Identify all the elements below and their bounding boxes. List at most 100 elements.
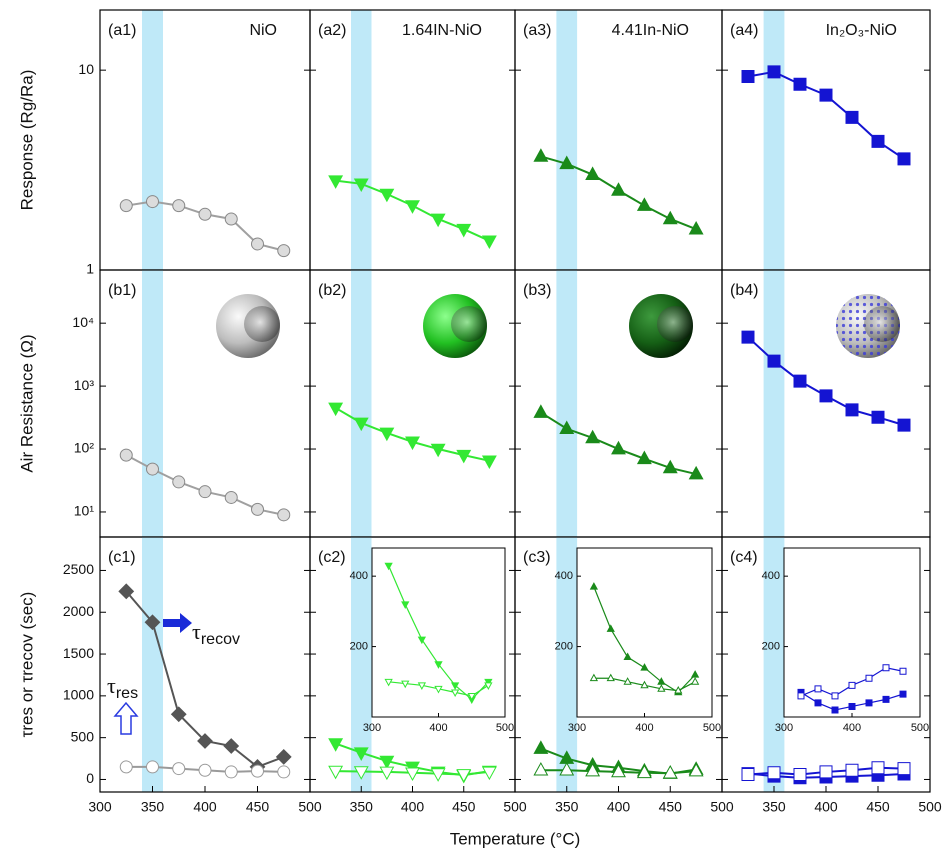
annotation-symbol: τ [107,673,116,698]
panel-label: (b1) [108,282,136,299]
panel-label: (c3) [523,549,551,566]
panel-frame [722,270,930,537]
x-tick-label: 400 [607,799,631,815]
x-tick-label: 450 [659,799,683,815]
point [534,149,547,161]
inset-x-tick-label: 500 [703,722,721,734]
highlight-band [556,270,577,537]
point [147,196,159,208]
y-tick-label: 10² [74,440,95,456]
point [278,766,290,778]
point [173,763,185,775]
point [278,509,290,521]
panel-frame [100,10,310,270]
annotation-sub: recov [201,631,240,648]
y-tick-label: 10¹ [74,503,95,519]
point [147,463,159,475]
figure: 110(a1)NiOResponse (Rg/Ra)(a2)1.64IN-NiO… [0,0,945,855]
point [866,675,872,681]
point [534,405,547,417]
point [846,111,858,123]
panel-frame [722,10,930,270]
sphere-164in [423,294,487,358]
point [832,693,838,699]
point [815,686,821,692]
point [329,766,342,778]
point [898,763,910,775]
highlight-band [142,10,163,270]
panel: (a2) 1.64IN-NiO [310,10,515,270]
point [147,761,159,773]
panel-label: (c2) [318,549,346,566]
panel-label: (b3) [523,282,551,299]
x-tick-label: 450 [452,799,476,815]
inset-x-tick-label: 400 [843,722,861,734]
x-tick-label: 350 [555,799,579,815]
panel-label: (c4) [730,549,758,566]
point [794,768,806,780]
panel-label: (b4) [730,282,758,299]
point [406,201,419,213]
y-tick-label: 2000 [63,603,94,619]
panel-title: In₂O₃-NiO [826,22,897,39]
highlight-band [764,270,785,537]
point [534,763,547,775]
point [742,331,754,343]
panel-frame [515,270,722,537]
point [199,486,211,498]
y-tick-label: 10³ [74,377,95,393]
x-tick-label: 450 [866,799,890,815]
point [120,200,132,212]
inset-x-tick-label: 500 [911,722,929,734]
page: 110(a1)NiOResponse (Rg/Ra)(a2)1.64IN-NiO… [0,0,945,855]
point [380,767,393,779]
point [846,764,858,776]
point [872,135,884,147]
y-tick-label: 10 [78,61,94,77]
point [742,70,754,82]
point [742,768,754,780]
point [406,768,419,780]
x-tick-label: 400 [193,799,217,815]
point [872,762,884,774]
y-axis-label: Response (Rg/Ra) [17,70,36,211]
panel-label: (a2) [318,22,346,39]
point [768,355,780,367]
annotation-symbol: τ [192,619,201,644]
x-tick-label: 300 [88,799,112,815]
point [534,741,547,753]
highlight-band [142,270,163,537]
point [820,390,832,402]
inset-x-tick-label: 500 [496,722,514,734]
point [329,403,342,415]
panel-label: (a3) [523,22,551,39]
y-tick-label: 1000 [63,687,94,703]
panel-label: (b2) [318,282,346,299]
panel-label: (c1) [108,549,136,566]
point [638,198,651,210]
inset-y-tick-label: 200 [350,640,368,652]
panel-title: 4.41In-NiO [612,22,689,39]
y-tick-label: 500 [71,728,95,744]
panel: 350400450500(c3)200400300400500 [515,537,734,815]
point [794,375,806,387]
inset-x-tick-label: 300 [363,722,381,734]
point [883,665,889,671]
highlight-band [142,537,163,792]
panel-title: 1.64IN-NiO [402,22,482,39]
point [432,769,445,781]
point [120,449,132,461]
point [277,750,291,764]
y-tick-label: 1 [86,261,94,277]
point [483,236,496,248]
point [225,213,237,225]
point [120,761,132,773]
point [173,200,185,212]
point [832,707,838,713]
point [252,765,264,777]
x-tick-label: 450 [246,799,270,815]
inset-y-tick-label: 400 [555,570,573,582]
panel-frame [310,10,515,270]
